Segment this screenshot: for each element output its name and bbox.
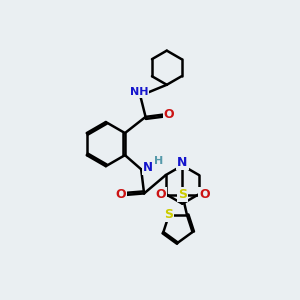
Text: O: O	[115, 188, 126, 201]
Text: O: O	[164, 108, 174, 121]
Text: N: N	[142, 161, 153, 174]
Text: S: S	[164, 208, 173, 221]
Text: S: S	[178, 188, 187, 201]
Text: N: N	[177, 156, 188, 169]
Text: NH: NH	[130, 87, 148, 97]
Text: O: O	[199, 188, 210, 201]
Text: O: O	[155, 188, 166, 201]
Text: H: H	[154, 156, 164, 166]
